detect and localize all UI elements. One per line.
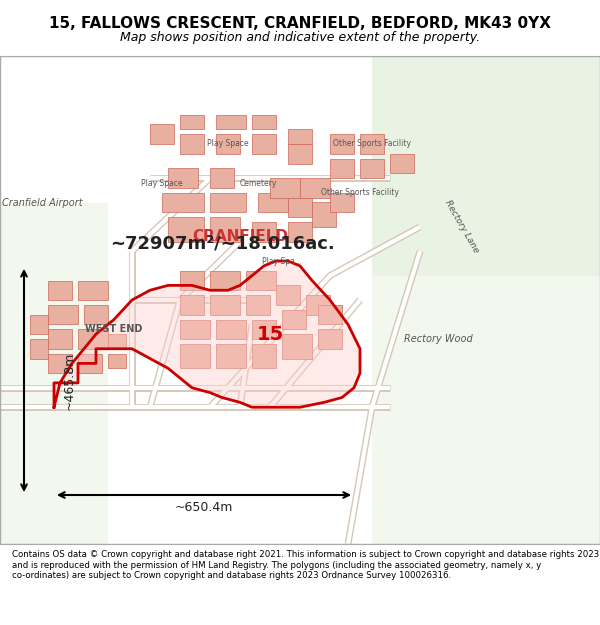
Text: Map shows position and indicative extent of the property.: Map shows position and indicative extent… [120, 31, 480, 44]
Text: ~72907m²/~18.016ac.: ~72907m²/~18.016ac. [110, 235, 334, 253]
Bar [180, 271, 204, 290]
Bar [78, 354, 102, 373]
Bar [48, 305, 78, 324]
Text: Play Spa...: Play Spa... [262, 256, 302, 266]
Bar [30, 339, 48, 359]
Bar [306, 295, 330, 314]
Bar [216, 134, 240, 154]
Bar [48, 329, 72, 349]
Bar [288, 129, 312, 144]
Bar [210, 192, 246, 213]
Bar [258, 192, 288, 213]
FancyBboxPatch shape [372, 276, 600, 544]
Bar [288, 144, 312, 164]
FancyBboxPatch shape [372, 56, 600, 276]
Bar [252, 319, 276, 339]
Bar [252, 344, 276, 368]
Text: 15, FALLOWS CRESCENT, CRANFIELD, BEDFORD, MK43 0YX: 15, FALLOWS CRESCENT, CRANFIELD, BEDFORD… [49, 16, 551, 31]
Text: WEST END: WEST END [85, 324, 143, 334]
Bar [246, 271, 276, 290]
Bar [330, 134, 354, 154]
Bar [210, 217, 240, 241]
Bar [252, 115, 276, 129]
Polygon shape [54, 261, 360, 408]
Bar [30, 314, 48, 334]
Bar [210, 168, 234, 188]
Bar [84, 305, 108, 324]
Bar [360, 134, 384, 154]
Bar [390, 154, 414, 173]
Bar [150, 124, 174, 144]
Text: Cranfield Airport: Cranfield Airport [2, 198, 82, 208]
Bar [252, 134, 276, 154]
Text: Cemetery: Cemetery [239, 179, 277, 187]
Bar [210, 271, 240, 290]
Bar [246, 295, 270, 314]
Bar [300, 178, 330, 198]
Text: Other Sports Facility: Other Sports Facility [333, 139, 411, 149]
Bar [216, 344, 246, 368]
Text: 15: 15 [256, 324, 284, 344]
Text: Rectory Wood: Rectory Wood [404, 334, 472, 344]
Bar [180, 295, 204, 314]
Bar [330, 192, 354, 213]
Bar [162, 192, 204, 213]
Bar [288, 222, 312, 241]
Text: ~465.8m: ~465.8m [62, 351, 76, 409]
Bar [78, 329, 108, 349]
Bar [288, 198, 312, 217]
Bar [330, 159, 354, 178]
Bar [78, 281, 108, 300]
Bar [168, 168, 198, 188]
Bar [180, 134, 204, 154]
Bar [312, 202, 336, 227]
Bar [168, 217, 204, 241]
Text: Play Space: Play Space [207, 139, 249, 149]
Bar [216, 115, 246, 129]
Text: ~650.4m: ~650.4m [175, 501, 233, 514]
Bar [282, 334, 312, 359]
Text: Play Space: Play Space [141, 179, 183, 187]
Bar [360, 159, 384, 178]
Bar [48, 281, 72, 300]
Bar [108, 334, 126, 349]
Bar [252, 222, 276, 241]
Bar [276, 286, 300, 305]
Bar [318, 305, 342, 324]
Text: Contains OS data © Crown copyright and database right 2021. This information is : Contains OS data © Crown copyright and d… [12, 550, 599, 580]
Bar [210, 295, 240, 314]
Bar [180, 319, 210, 339]
Bar [180, 344, 210, 368]
Text: CRANFIELD: CRANFIELD [192, 229, 288, 244]
Bar [318, 329, 342, 349]
Bar [108, 354, 126, 368]
Bar [270, 178, 300, 198]
Bar [216, 319, 246, 339]
Bar [180, 115, 204, 129]
Text: Other Sports Facility: Other Sports Facility [321, 188, 399, 198]
Bar [48, 354, 72, 373]
Bar [282, 310, 306, 329]
Text: Rectory Lane: Rectory Lane [443, 199, 481, 255]
FancyBboxPatch shape [0, 202, 108, 544]
